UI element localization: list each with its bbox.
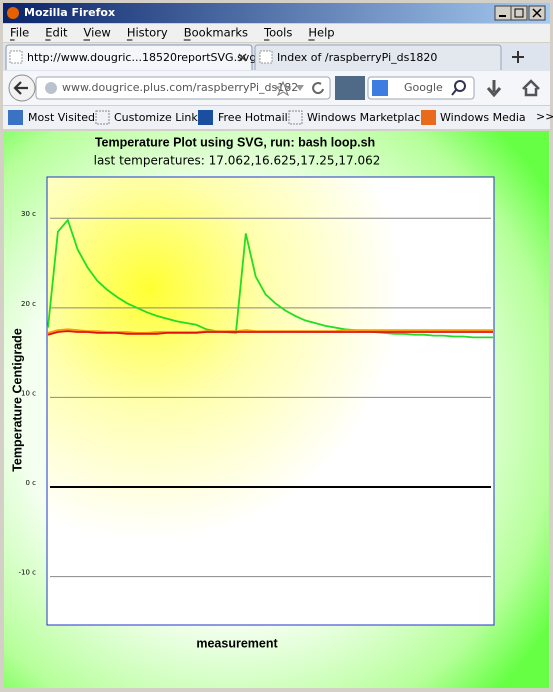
menu-bar	[3, 24, 550, 42]
bookmarks-bar	[3, 106, 550, 129]
app-icon	[7, 7, 19, 19]
reload[interactable]	[312, 82, 324, 95]
tab-title[interactable]: http://www.dougric...18520reportSVG.svg	[27, 51, 256, 64]
search-bar[interactable]	[367, 76, 475, 100]
menu-item[interactable]: Tools	[263, 26, 292, 40]
search-placeholder[interactable]: Google	[404, 81, 443, 94]
bookmark[interactable]: Most Visited	[28, 111, 95, 124]
y-tick-label: 20 c	[21, 300, 36, 308]
bookmark-icon	[198, 110, 213, 125]
menu-item[interactable]: View	[84, 26, 111, 40]
tab-icon	[9, 50, 23, 64]
window-buttons[interactable]	[494, 5, 546, 21]
series-line	[47, 330, 493, 336]
y-tick-label: -10 c	[18, 569, 36, 577]
tab[interactable]	[254, 44, 502, 70]
menu-item[interactable]: Help	[308, 26, 334, 40]
menu: File Edit View History Bookmarks Tools Help	[10, 26, 335, 41]
plot-area	[46, 176, 495, 626]
tab-icon	[259, 50, 273, 64]
chart-title: Temperature Plot using SVG, run: bash lo…	[95, 135, 375, 149]
y-axis-label: Temperature Centigrade	[10, 328, 24, 472]
menu-item[interactable]: History	[127, 26, 168, 40]
url-dropdown[interactable]	[296, 85, 304, 91]
y-tick-label: 0 c	[25, 479, 36, 487]
bookmark-icon	[8, 110, 23, 125]
menu-item[interactable]: Edit	[45, 26, 68, 40]
title-bar	[3, 3, 550, 23]
bookmark[interactable]: Customize Links	[114, 111, 204, 124]
menu-item[interactable]: File	[10, 26, 29, 40]
bookmark[interactable]: Windows Marketplace	[307, 111, 427, 124]
url-bar[interactable]	[35, 76, 331, 100]
tab-title[interactable]: Index of /raspberryPi_ds1820	[277, 51, 437, 64]
bookmark-icon	[95, 110, 110, 125]
feed-icon[interactable]	[335, 76, 365, 100]
y-tick-label: 30 c	[21, 210, 36, 218]
home[interactable]	[522, 79, 540, 97]
tab-close[interactable]	[238, 53, 247, 62]
url-text[interactable]: www.dougrice.plus.com/raspberryPi_ds182	[62, 81, 298, 94]
downloads[interactable]	[486, 80, 502, 98]
lines	[47, 218, 493, 339]
bookmark[interactable]: Free Hotmail	[218, 111, 288, 124]
bookmark[interactable]: Windows Media	[440, 111, 526, 124]
menu-item[interactable]: Bookmarks	[184, 26, 248, 40]
grid: 30 c 20 c 10 c 0 c -10 c	[18, 210, 491, 578]
window-title: Mozilla Firefox	[24, 6, 115, 19]
x-axis-label: measurement	[196, 636, 278, 650]
bookmarks-overflow[interactable]: >>	[536, 110, 553, 123]
bookmark-star[interactable]	[274, 80, 292, 97]
new-tab[interactable]	[512, 51, 524, 63]
series-line	[47, 218, 493, 339]
bookmark-icon	[288, 110, 303, 125]
bookmark-icon	[421, 110, 436, 125]
tab-active[interactable]	[5, 44, 253, 70]
chart-subtitle: last temperatures: 17.062,16.625,17.25,1…	[94, 154, 381, 168]
y-tick-label: 10 c	[21, 389, 36, 397]
